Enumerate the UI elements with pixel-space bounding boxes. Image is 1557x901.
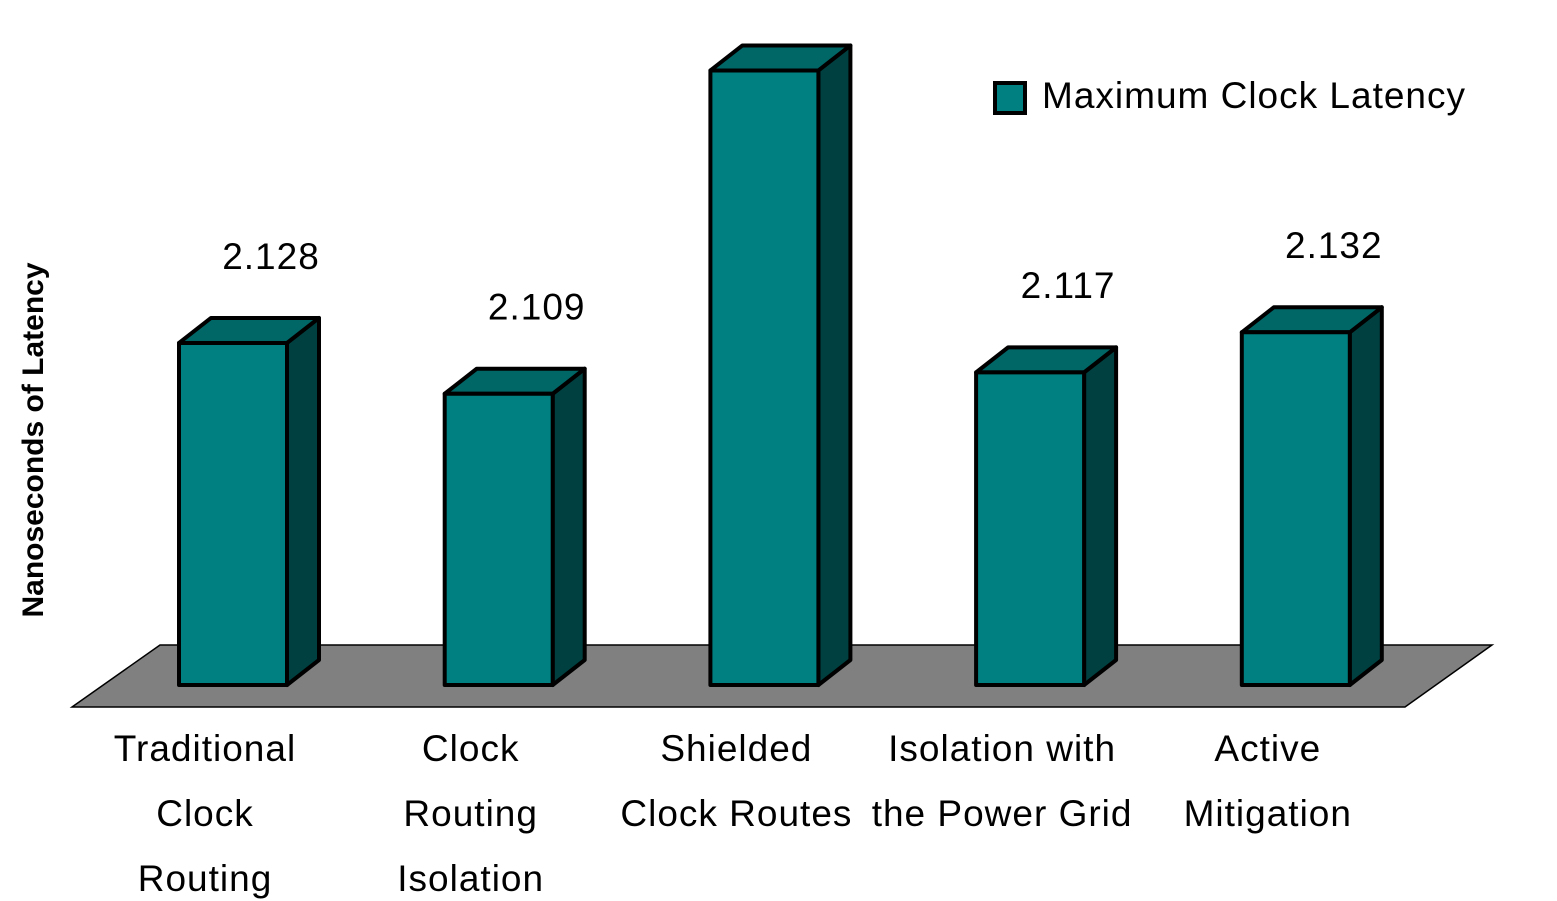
bar [177,315,321,687]
bar-side [285,315,321,687]
bar [442,366,587,687]
bar-front [974,370,1087,687]
bar [1239,305,1384,687]
x-tick-label: Isolation with the Power Grid [871,728,1133,834]
value-label: 2.117 [1021,265,1116,306]
legend-label: Maximum Clock Latency [1042,75,1466,116]
bar-front [1239,330,1352,687]
bar [708,43,853,687]
x-tick-label: Traditional Clock Routing [113,728,297,899]
bar-side [1082,345,1119,687]
value-label: 2.132 [1285,225,1383,266]
x-tick-label: Shielded Clock Routes [620,728,853,834]
value-label: 2.128 [222,236,320,277]
bar-front [708,68,821,687]
bar-side [816,43,853,687]
bar-front [442,391,555,687]
y-axis-label: Nanoseconds of Latency [17,262,50,617]
bar-front [177,340,289,687]
bar [974,345,1119,687]
legend-swatch [993,81,1027,115]
x-tick-label: Clock Routing Isolation [397,728,545,899]
value-label: 2.23 [764,0,840,4]
value-label: 2.109 [488,287,586,328]
bar-side [550,366,587,687]
x-tick-label: Active Mitigation [1183,728,1352,834]
bar-side [1347,305,1384,687]
